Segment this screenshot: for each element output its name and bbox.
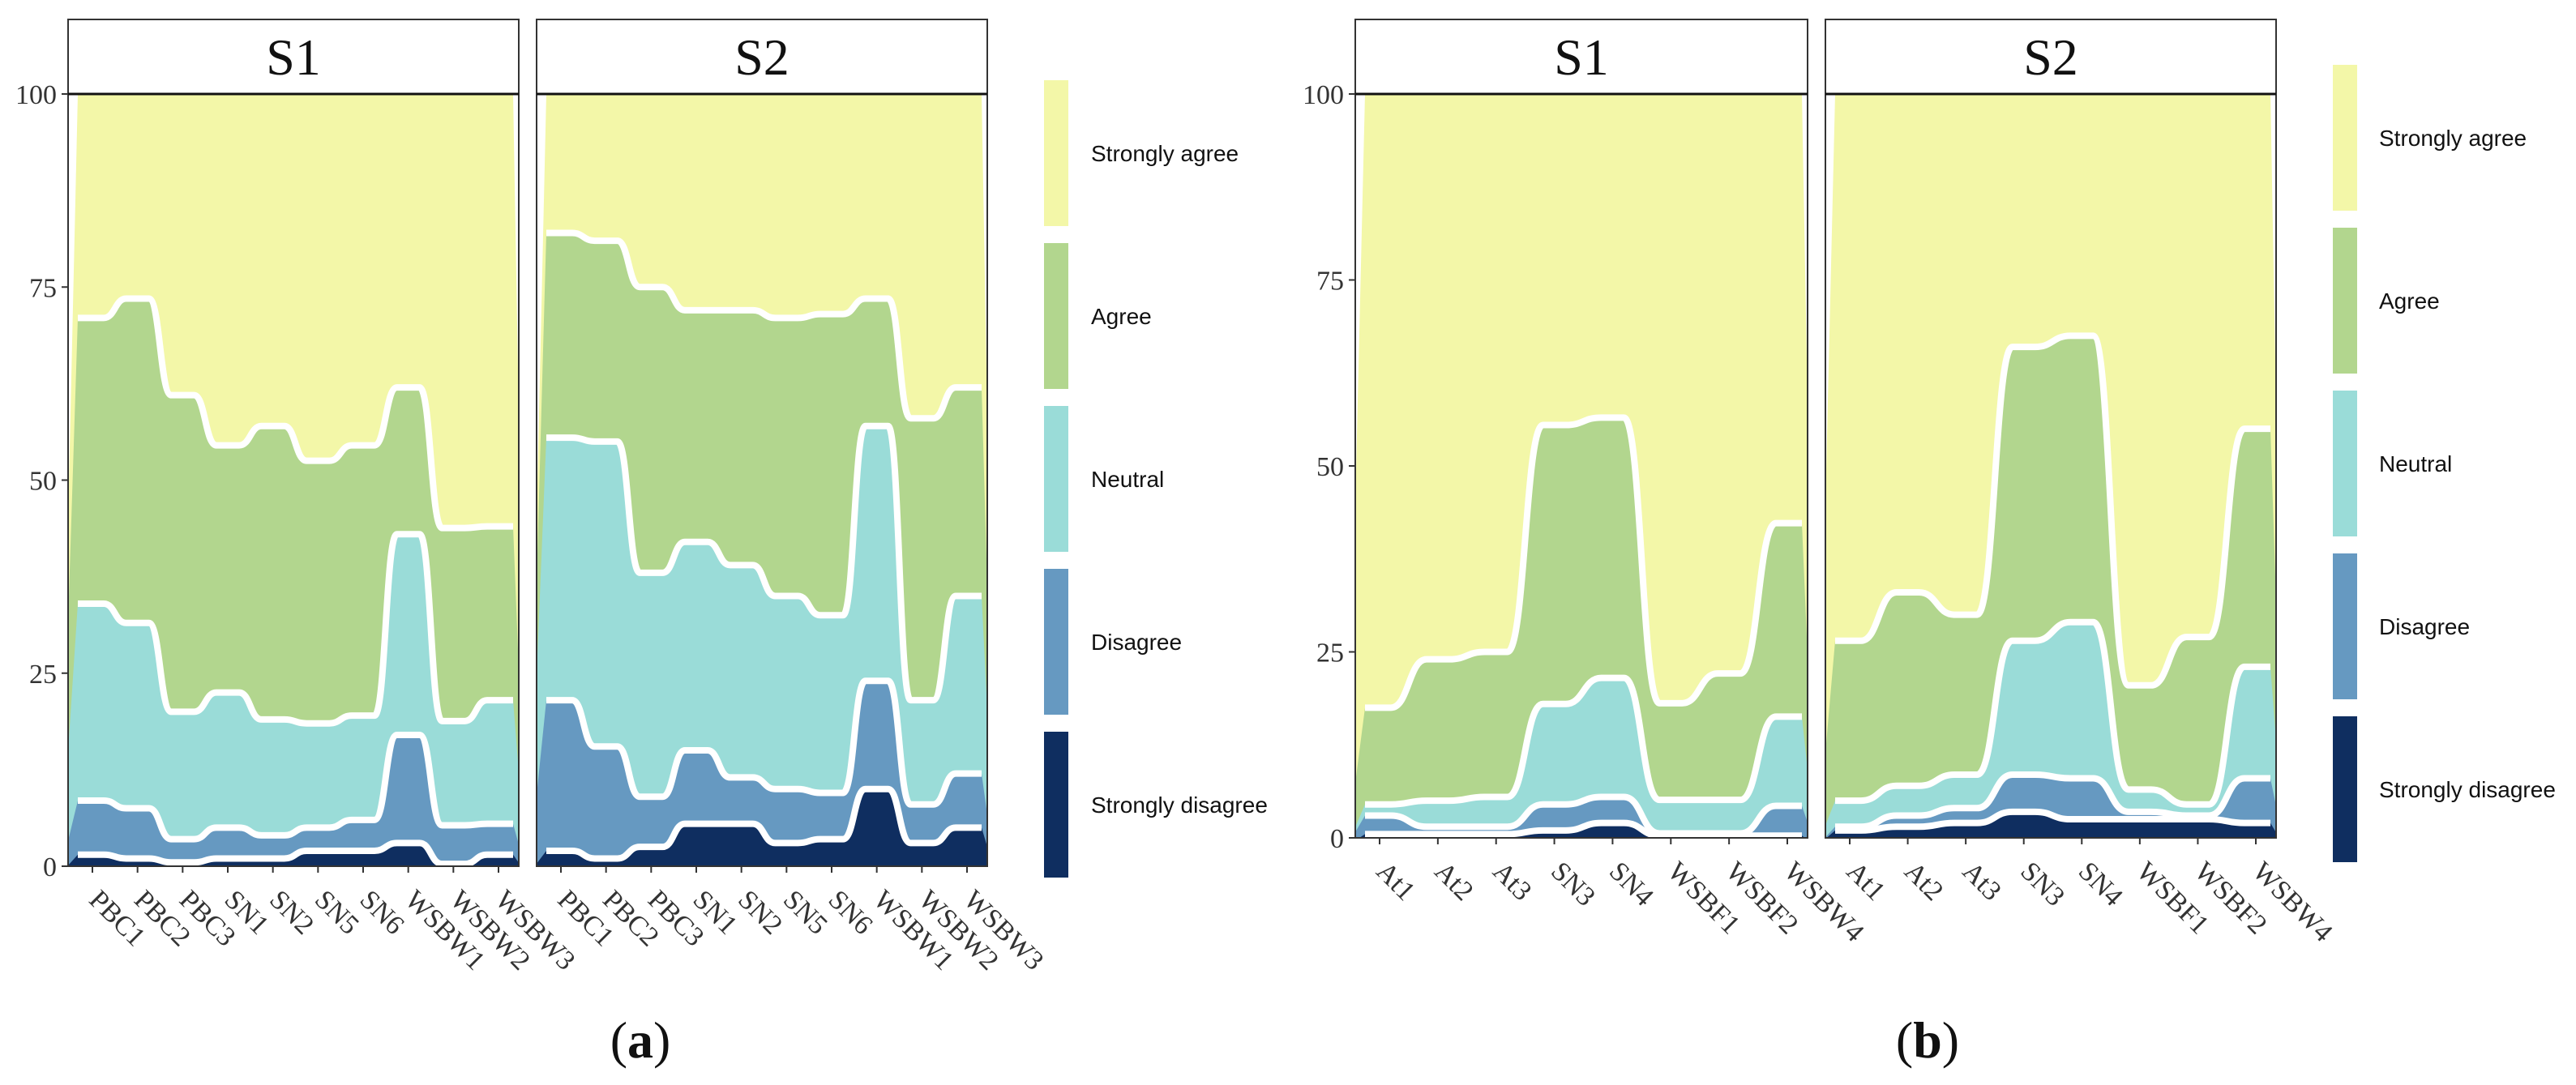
facet-a-s1: S1PBC1PBC2PBC3SN1SN2SN5SN6WSBW1WSBW2WSBW… bbox=[67, 19, 581, 976]
facet-a-s1-areas bbox=[68, 94, 519, 866]
legend-swatch-a-strongly-disagree bbox=[1044, 732, 1068, 878]
legend-a: Strongly agree Agree Neutral Disagree Strong… bbox=[1044, 80, 1268, 878]
x-tick-label-b-s2-at1: At1 bbox=[1841, 856, 1891, 907]
boundary-b-s1-agree bbox=[1365, 414, 1802, 711]
panel-label-b-letter: b bbox=[1913, 1011, 1942, 1069]
facet-b-s1-areas bbox=[1355, 94, 1808, 838]
y-tick-label-a-75: 75 bbox=[29, 273, 57, 303]
legend-label-b-strongly-agree: Strongly agree bbox=[2379, 126, 2527, 151]
y-tick-label-b-100: 100 bbox=[1303, 80, 1344, 110]
area-b-s2-neutral bbox=[1825, 622, 2276, 838]
x-tick-label-a-s1-sn2: SN2 bbox=[263, 885, 319, 941]
legend-label-a-agree: Agree bbox=[1091, 304, 1152, 329]
y-tick-label-b-50: 50 bbox=[1316, 452, 1344, 482]
strip-title-a-s2: S2 bbox=[734, 28, 789, 86]
x-tick-label-a-s2-sn6: SN6 bbox=[823, 885, 879, 941]
boundary-b-s2-strongly-disagree bbox=[1835, 808, 2270, 834]
boundary-a-s1-neutral bbox=[78, 531, 513, 727]
legend-label-a-strongly-disagree: Strongly disagree bbox=[1091, 792, 1268, 818]
x-tick-label-a-s2-sn5: SN5 bbox=[777, 885, 833, 941]
boundary-b-s2-neutral bbox=[1835, 618, 2270, 808]
boundary-a-s2-agree bbox=[546, 229, 982, 422]
boundary-a-s1-agree bbox=[78, 295, 513, 532]
y-axis-a: 0 25 50 75 100 bbox=[15, 80, 68, 882]
y-axis-b: 0 25 50 75 100 bbox=[1303, 80, 1355, 854]
legend-label-a-disagree: Disagree bbox=[1091, 630, 1182, 655]
chart-a: S1PBC1PBC2PBC3SN1SN2SN5SN6WSBW1WSBW2WSBW… bbox=[15, 19, 1268, 976]
area-a-s1-strongly-disagree bbox=[68, 843, 519, 866]
facet-border-b-s2 bbox=[1825, 19, 2277, 839]
legend-swatch-b-neutral bbox=[2333, 391, 2357, 536]
x-tick-label-a-s2-sn2: SN2 bbox=[732, 885, 788, 941]
x-tick-label-b-s2-at3: At3 bbox=[1957, 856, 2007, 907]
y-tick-label-a-100: 100 bbox=[15, 80, 57, 110]
x-tick-label-b-s1-sn3: SN3 bbox=[1545, 856, 1601, 912]
x-tick-label-b-s2-sn4: SN4 bbox=[2073, 856, 2129, 912]
y-tick-label-a-25: 25 bbox=[29, 660, 57, 690]
legend-swatch-b-strongly-agree bbox=[2333, 65, 2357, 211]
boundary-a-s1-strongly-disagree bbox=[78, 839, 513, 866]
y-tick-label-b-0: 0 bbox=[1330, 824, 1344, 854]
boundary-b-s1-disagree bbox=[1365, 793, 1802, 837]
x-tick-label-b-s2-sn3: SN3 bbox=[2014, 856, 2070, 912]
boundary-a-s1-disagree bbox=[78, 731, 513, 843]
legend-swatch-a-disagree bbox=[1044, 569, 1068, 715]
area-a-s1-disagree bbox=[68, 734, 519, 866]
legend-swatch-a-agree bbox=[1044, 243, 1068, 389]
legend-label-a-neutral: Neutral bbox=[1091, 467, 1164, 492]
y-tick-label-b-75: 75 bbox=[1316, 267, 1344, 297]
x-tick-label-b-s2-wsbw4: WSBW4 bbox=[2247, 856, 2339, 948]
area-b-s1-neutral bbox=[1355, 677, 1808, 838]
facet-border-a-s2 bbox=[536, 19, 988, 867]
x-tick-label-b-s1-sn4: SN4 bbox=[1603, 856, 1659, 912]
x-tick-label-b-s1-at2: At2 bbox=[1428, 856, 1478, 907]
legend-label-b-agree: Agree bbox=[2379, 288, 2440, 314]
x-tick-label-b-s1-at1: At1 bbox=[1371, 856, 1421, 907]
boundary-a-s2-disagree bbox=[546, 677, 982, 808]
boundary-b-s2-agree bbox=[1835, 332, 2270, 689]
strip-title-b-s2: S2 bbox=[2023, 28, 2078, 86]
boundary-b-s1-neutral bbox=[1365, 674, 1802, 808]
boundary-a-s2-strongly-disagree bbox=[546, 785, 982, 862]
legend-swatch-a-neutral bbox=[1044, 406, 1068, 552]
panel-label-a-letter: a bbox=[627, 1011, 653, 1069]
x-tick-label-b-s1-at3: At3 bbox=[1487, 856, 1537, 907]
y-tick-label-b-25: 25 bbox=[1316, 639, 1344, 669]
legend-swatch-a-strongly-agree bbox=[1044, 80, 1068, 226]
area-b-s2-strongly-disagree bbox=[1826, 811, 2276, 838]
facet-b-s2-areas bbox=[1825, 94, 2276, 838]
y-tick-label-a-50: 50 bbox=[29, 467, 57, 497]
legend-swatch-b-agree bbox=[2333, 228, 2357, 374]
legend-label-a-strongly-agree: Strongly agree bbox=[1091, 141, 1239, 166]
legend-b: Strongly agree Agree Neutral Disagree Strong… bbox=[2333, 65, 2556, 862]
facet-a-s2: S2PBC1PBC2PBC3SN1SN2SN5SN6WSBW1WSBW2WSBW… bbox=[536, 19, 1050, 976]
strip-title-a-s1: S1 bbox=[266, 28, 321, 86]
y-tick-label-a-0: 0 bbox=[43, 852, 57, 882]
x-tick-label-a-s1-sn5: SN5 bbox=[309, 885, 365, 941]
strip-title-b-s1: S1 bbox=[1554, 28, 1609, 86]
facet-a-s2-areas bbox=[537, 94, 987, 866]
facet-border-b-s1 bbox=[1354, 19, 1808, 839]
panel-label-b: (b) bbox=[1896, 1011, 1959, 1069]
x-tick-label-b-s2-at2: At2 bbox=[1898, 856, 1949, 907]
panel-label-a: (a) bbox=[610, 1011, 671, 1069]
boundary-b-s2-disagree bbox=[1835, 771, 2270, 831]
area-b-s2-agree bbox=[1825, 335, 2276, 838]
legend-label-b-neutral: Neutral bbox=[2379, 451, 2452, 476]
area-b-s1-agree bbox=[1355, 417, 1808, 838]
legend-swatch-b-strongly-disagree bbox=[2333, 716, 2357, 862]
boundary-a-s2-neutral bbox=[546, 422, 982, 704]
legend-label-b-strongly-disagree: Strongly disagree bbox=[2379, 777, 2556, 802]
facet-border-a-s1 bbox=[67, 19, 520, 867]
legend-swatch-b-disagree bbox=[2333, 553, 2357, 699]
x-tick-label-a-s1-sn6: SN6 bbox=[354, 885, 410, 941]
legend-label-b-disagree: Disagree bbox=[2379, 614, 2470, 639]
